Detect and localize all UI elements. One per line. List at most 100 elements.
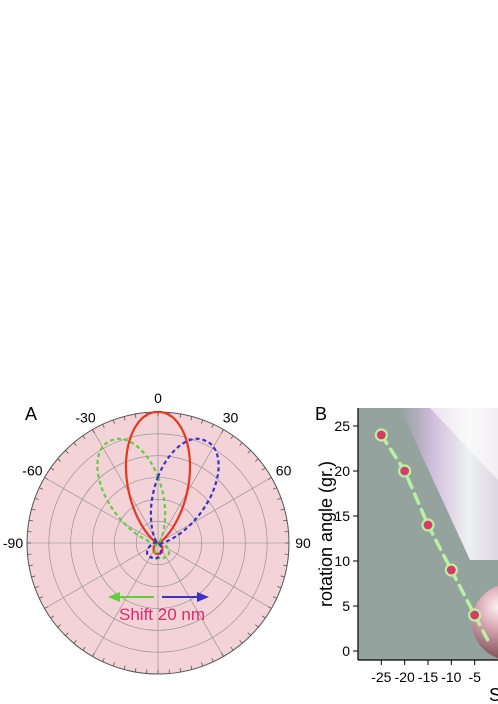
polar-tick-mark	[57, 624, 61, 628]
polar-grid-spoke	[44, 542, 159, 609]
polar-tick-mark	[102, 657, 105, 662]
polar-tick-mark	[201, 419, 204, 424]
polar-tick-mark	[272, 487, 277, 490]
polar-tick-mark	[39, 596, 44, 599]
y-tick-label: 5	[342, 598, 350, 614]
polar-tick-mark	[179, 413, 182, 418]
polar-tick-mark	[28, 519, 33, 522]
polar-grid-spoke	[157, 542, 224, 657]
data-point	[374, 428, 388, 442]
polar-tick-mark	[123, 416, 126, 421]
polar-angle-label: -60	[22, 463, 42, 479]
shift-arrows	[108, 592, 209, 602]
polar-series-curve	[146, 437, 220, 560]
polar-tick-mark	[34, 497, 39, 500]
polar-tick-mark	[190, 665, 193, 670]
polar-tick-mark	[272, 596, 277, 599]
polar-tick-mark	[190, 416, 193, 421]
polar-angle-label: -90	[3, 535, 23, 551]
nanoparticle-sphere	[472, 585, 498, 659]
polar-series-curve	[124, 410, 192, 556]
y-tick-label: 15	[334, 508, 350, 524]
polar-tick-mark	[267, 477, 272, 480]
polar-tick-mark	[57, 458, 61, 462]
polar-tick-mark	[39, 487, 44, 490]
polar-tick-mark	[221, 429, 224, 434]
polar-tick-mark	[179, 668, 182, 673]
polar-tick-mark	[134, 413, 137, 418]
polar-tick-mark	[82, 435, 86, 440]
data-points	[374, 428, 482, 622]
polar-grid-spoke	[92, 542, 159, 657]
polar-tick-mark	[255, 458, 259, 462]
polar-curves	[96, 410, 220, 560]
polar-tick-mark	[44, 477, 49, 480]
polar-angle-label: 30	[223, 409, 239, 425]
data-point	[468, 608, 482, 622]
polar-tick-mark	[280, 575, 285, 578]
polar-tick-mark	[211, 657, 214, 662]
polar-tick-mark	[267, 606, 272, 609]
polar-tick-mark	[221, 652, 224, 657]
polar-tick-mark	[211, 424, 214, 429]
x-tick-label: -10	[441, 669, 461, 685]
polar-tick-mark	[112, 419, 115, 424]
y-tick-label: 20	[334, 463, 350, 479]
polar-tick-mark	[247, 632, 251, 636]
y-tick-label: 10	[334, 553, 350, 569]
polar-tick-mark	[44, 606, 49, 609]
polar-angle-label: 90	[295, 535, 311, 551]
polar-grid-spoke	[44, 477, 159, 544]
x-tick-label: -25	[371, 669, 391, 685]
light-beam-core	[430, 408, 498, 480]
panel-a: A 0 30 60 90 -30 -60 -90 Shift 20 nm	[3, 390, 311, 675]
y-axis-label: rotation angle (gr.)	[316, 461, 336, 607]
panel-a-label: A	[25, 404, 37, 424]
polar-tick-mark	[123, 665, 126, 670]
shift-annotation: Shift 20 nm	[119, 605, 205, 624]
y-tick-label: 0	[342, 643, 350, 659]
polar-tick-mark	[255, 624, 259, 628]
left-arrow-head	[108, 592, 120, 602]
data-point	[421, 518, 435, 532]
polar-tick-mark	[261, 615, 266, 619]
polar-grid-spoke	[157, 429, 224, 544]
polar-tick-mark	[283, 519, 288, 522]
x-tick-label: -5	[468, 669, 481, 685]
polar-angle-label: 0	[154, 390, 162, 406]
data-point	[398, 464, 412, 478]
data-point	[444, 563, 458, 577]
polar-tick-mark	[92, 429, 95, 434]
polar-grid-spoke	[92, 429, 159, 544]
polar-tick-mark	[230, 435, 234, 440]
right-arrow-head	[197, 592, 209, 602]
polar-tick-mark	[230, 646, 234, 651]
polar-angle-label: 60	[276, 463, 292, 479]
polar-grid-spoke	[157, 477, 272, 544]
polar-tick-mark	[73, 442, 77, 446]
polar-tick-mark	[31, 508, 36, 511]
polar-tick-mark	[239, 640, 243, 644]
polar-tick-mark	[112, 662, 115, 667]
y-tick-label: 25	[334, 418, 350, 434]
polar-tick-mark	[31, 575, 36, 578]
polar-tick-mark	[239, 442, 243, 446]
x-ticks: -25 -20 -15 -10 -5	[371, 660, 481, 685]
panel-b: B 0 5 10 15 20 25 -25 -20 -15 -10 -5 rotation ang…	[315, 404, 498, 704]
x-tick-label: -20	[395, 669, 415, 685]
polar-tick-mark	[280, 508, 285, 511]
polar-tick-mark	[92, 652, 95, 657]
polar-tick-mark	[261, 467, 266, 471]
polar-tick-mark	[102, 424, 105, 429]
beam-layer	[400, 408, 498, 659]
panel-b-label: B	[315, 404, 327, 424]
y-ticks: 0 5 10 15 20 25	[334, 418, 358, 659]
polar-tick-mark	[65, 632, 69, 636]
polar-tick-mark	[28, 564, 33, 567]
polar-tick-mark	[65, 450, 69, 454]
polar-tick-mark	[34, 586, 39, 589]
polar-tick-mark	[277, 586, 282, 589]
polar-tick-mark	[283, 564, 288, 567]
polar-tick-mark	[201, 662, 204, 667]
